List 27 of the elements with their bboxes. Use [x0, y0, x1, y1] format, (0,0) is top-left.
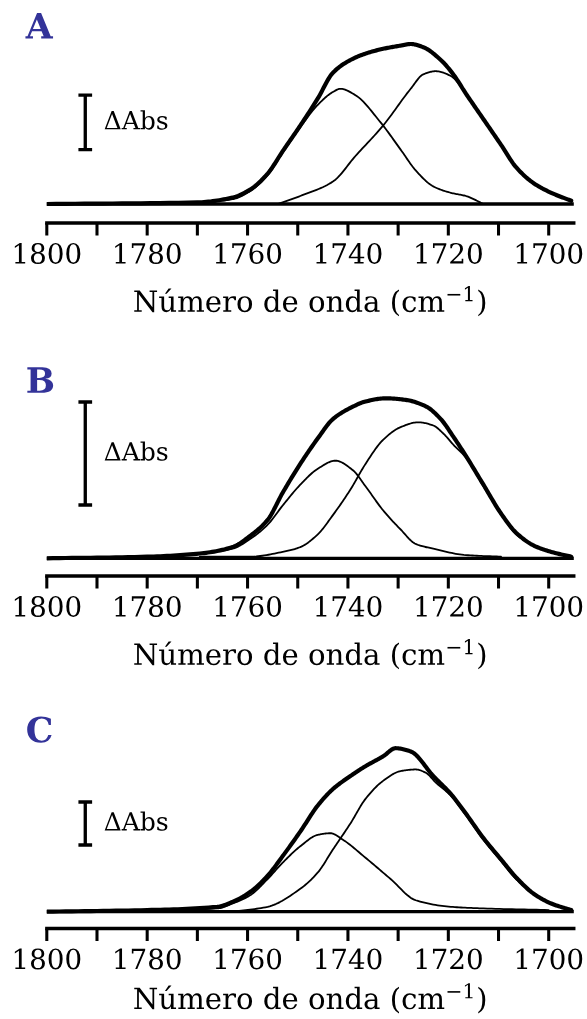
x-tick-label: 1700 [516, 242, 583, 264]
x-axis-title: Número de onda (cm$^{−1}$) [134, 983, 486, 1014]
x-tick-label: 1700 [516, 595, 583, 617]
x-tick-label: 1760 [215, 948, 282, 970]
x-tick-label: 1720 [416, 242, 482, 264]
chart-title: B [27, 367, 54, 393]
x-tick-label: 1780 [115, 948, 181, 970]
x-tick-label: 1760 [215, 595, 282, 617]
x-tick-label: 1740 [315, 595, 382, 617]
x-tick-label: 1700 [516, 948, 583, 970]
x-tick-label: 1800 [14, 948, 81, 970]
annotation: ΔAbs [104, 441, 168, 461]
annotation: ΔAbs [104, 811, 168, 831]
annotation: ΔAbs [104, 110, 168, 130]
x-tick-label: 1720 [416, 595, 482, 617]
x-tick-label: 1720 [416, 948, 482, 970]
x-axis-title: Número de onda (cm$^{−1}$) [134, 285, 486, 317]
x-tick-label: 1740 [315, 948, 382, 970]
x-tick-label: 1800 [14, 242, 81, 264]
x-tick-label: 1740 [315, 242, 382, 264]
chart-title: C [27, 716, 52, 743]
x-tick-label: 1780 [115, 595, 181, 617]
x-tick-label: 1780 [115, 242, 181, 264]
x-axis-title: Número de onda (cm$^{−1}$) [134, 638, 486, 670]
x-tick-label: 1760 [215, 242, 282, 264]
chart-title: A [25, 13, 54, 39]
x-tick-label: 1800 [14, 595, 81, 617]
